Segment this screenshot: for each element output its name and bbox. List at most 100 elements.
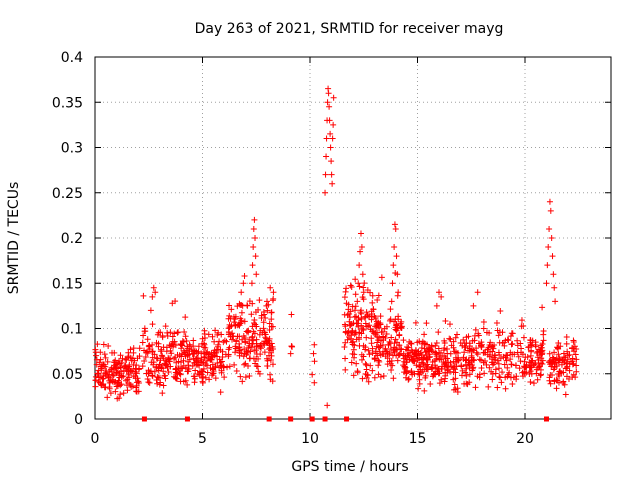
data-point — [356, 329, 363, 336]
data-point — [368, 340, 375, 347]
data-point — [441, 378, 448, 385]
data-point — [141, 347, 148, 354]
data-point — [376, 358, 383, 365]
data-point — [186, 356, 193, 363]
data-point — [539, 304, 546, 311]
data-point — [154, 380, 161, 387]
data-point — [160, 382, 167, 389]
data-point — [560, 350, 567, 357]
data-point — [109, 372, 116, 379]
data-point — [225, 315, 232, 322]
data-point — [245, 363, 252, 370]
data-point — [311, 341, 318, 348]
data-point — [252, 235, 259, 241]
data-point — [158, 364, 165, 371]
data-point — [218, 369, 225, 376]
data-point — [437, 349, 444, 356]
data-point — [394, 357, 401, 364]
data-point — [139, 363, 146, 370]
data-point — [309, 371, 316, 378]
data-point — [356, 283, 363, 290]
data-point — [237, 373, 244, 380]
data-point — [102, 372, 109, 379]
data-point — [269, 323, 276, 330]
data-point — [546, 361, 553, 368]
data-point — [515, 353, 522, 360]
data-point — [324, 99, 331, 106]
baseline-marker — [184, 416, 190, 422]
data-point — [172, 366, 179, 373]
data-point — [462, 357, 469, 364]
data-point — [264, 298, 270, 305]
baseline-marker — [266, 416, 272, 422]
data-point — [360, 342, 367, 349]
data-point — [505, 371, 512, 378]
data-point — [211, 338, 218, 345]
data-point — [423, 355, 430, 362]
data-point — [212, 375, 219, 382]
data-point — [527, 337, 534, 344]
data-point — [346, 314, 353, 321]
data-point — [534, 376, 541, 383]
data-point — [359, 375, 366, 382]
data-point — [248, 280, 255, 287]
data-point — [97, 379, 104, 386]
data-point — [463, 356, 470, 363]
data-point — [155, 340, 162, 347]
data-point — [476, 356, 483, 363]
data-point — [357, 248, 364, 255]
data-point — [206, 351, 213, 358]
data-point — [460, 336, 467, 343]
data-point — [348, 329, 355, 336]
data-point — [210, 349, 217, 356]
data-point — [191, 379, 198, 386]
data-point — [238, 309, 245, 316]
data-point — [268, 316, 275, 323]
baseline-marker — [288, 416, 294, 422]
data-point — [120, 390, 127, 397]
data-point — [266, 342, 273, 349]
data-point — [390, 318, 397, 325]
data-point — [100, 380, 107, 387]
data-point — [395, 313, 402, 320]
y-tick-label: 0.3 — [61, 141, 83, 157]
data-point — [172, 374, 179, 381]
y-tick-label: 0.4 — [61, 50, 83, 66]
data-point — [191, 373, 198, 380]
data-point — [235, 321, 242, 328]
data-point — [250, 244, 257, 251]
data-point — [420, 362, 427, 369]
data-point — [328, 158, 335, 165]
data-point — [180, 378, 187, 385]
data-point — [163, 362, 170, 369]
data-point — [185, 365, 192, 372]
data-point — [423, 365, 430, 372]
data-point — [351, 307, 358, 314]
data-point — [419, 340, 426, 347]
data-point — [327, 144, 334, 151]
data-point — [447, 336, 454, 343]
data-point — [486, 353, 493, 360]
data-point — [177, 371, 184, 378]
data-point — [447, 350, 454, 357]
baseline-marker — [141, 416, 147, 422]
data-point — [364, 372, 371, 379]
data-point — [177, 359, 184, 366]
data-point — [104, 358, 111, 365]
data-point — [533, 349, 540, 356]
data-point — [404, 344, 411, 351]
data-point — [415, 368, 422, 375]
data-point — [232, 343, 239, 350]
data-point — [168, 343, 175, 350]
data-point — [191, 347, 198, 354]
y-tick-label: 0.2 — [61, 231, 83, 247]
data-point — [202, 361, 209, 368]
data-point — [267, 371, 274, 378]
data-point — [238, 350, 245, 357]
data-point — [374, 339, 381, 346]
data-point — [496, 373, 503, 380]
data-point — [442, 359, 449, 366]
data-point — [537, 348, 544, 355]
data-point — [408, 368, 415, 375]
data-point — [563, 333, 570, 340]
